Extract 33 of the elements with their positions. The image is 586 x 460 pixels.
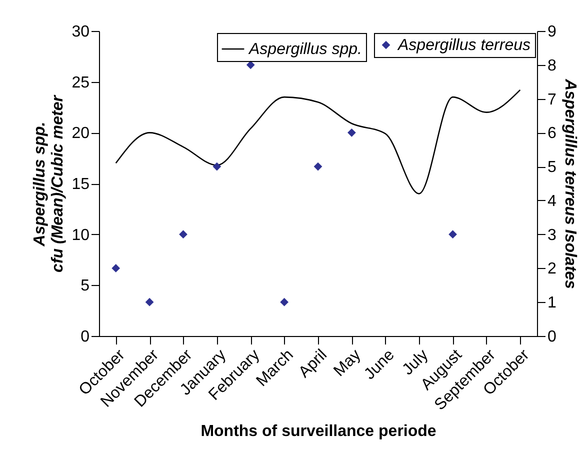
point	[145, 298, 154, 306]
point	[280, 298, 288, 306]
y-tick-label: 10	[72, 226, 90, 244]
point	[448, 230, 457, 239]
y-tick-label: 15	[72, 176, 90, 193]
y-tick-label: 30	[72, 24, 90, 40]
point	[179, 230, 188, 239]
y-tick-label: 0	[80, 328, 90, 346]
legend-label: Aspergillus terreus	[397, 37, 530, 54]
x-tick-label: May	[330, 346, 364, 380]
line-series	[115, 89, 521, 194]
y2-tick-label: 7	[548, 91, 556, 108]
point	[246, 60, 255, 70]
y2-tick-label: 1	[548, 294, 556, 312]
y2-tick-label: 5	[548, 159, 556, 176]
legend-label: Aspergillus spp.	[248, 41, 362, 58]
y2-axis-title: Aspergillus terreus Isolates	[561, 78, 578, 290]
y2-tick-label: 8	[548, 57, 556, 74]
y2-tick-label: 2	[548, 260, 556, 278]
y2-tick-label: 4	[548, 192, 556, 210]
y-tick-label: 5	[80, 278, 90, 295]
y2-tick-label: 3	[548, 226, 556, 244]
point	[112, 264, 120, 272]
y-tick-label: 20	[72, 125, 90, 142]
y2-tick-label: 9	[548, 24, 556, 40]
x-axis-title: Months of surveillance periode	[200, 423, 436, 440]
y-tick-label: 25	[72, 74, 90, 92]
y-axis-title: Aspergillus spp. cfu (Mean)/Cubic meter	[32, 94, 67, 272]
point	[348, 128, 356, 137]
y2-tick-label: 0	[548, 328, 556, 346]
point	[212, 162, 222, 171]
point	[314, 162, 322, 171]
y2-tick-label: 6	[548, 125, 556, 142]
